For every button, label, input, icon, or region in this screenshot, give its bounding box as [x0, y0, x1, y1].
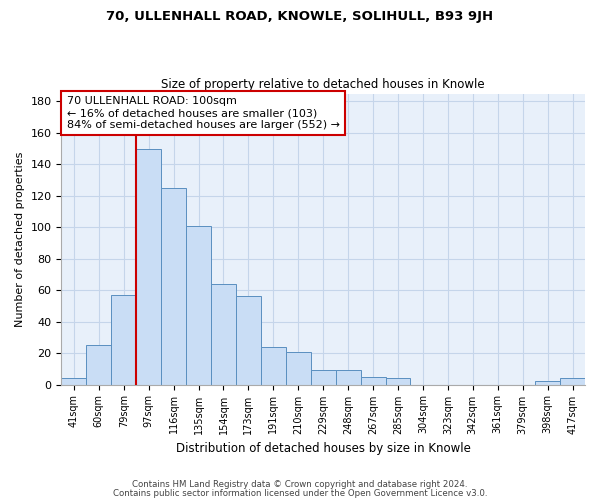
- Title: Size of property relative to detached houses in Knowle: Size of property relative to detached ho…: [161, 78, 485, 91]
- Bar: [161, 188, 186, 384]
- Text: 70, ULLENHALL ROAD, KNOWLE, SOLIHULL, B93 9JH: 70, ULLENHALL ROAD, KNOWLE, SOLIHULL, B9…: [106, 10, 494, 23]
- Text: Contains HM Land Registry data © Crown copyright and database right 2024.: Contains HM Land Registry data © Crown c…: [132, 480, 468, 489]
- Bar: [311, 370, 335, 384]
- Bar: [335, 370, 361, 384]
- Text: 70 ULLENHALL ROAD: 100sqm
← 16% of detached houses are smaller (103)
84% of semi: 70 ULLENHALL ROAD: 100sqm ← 16% of detac…: [67, 96, 340, 130]
- Bar: [286, 352, 311, 384]
- Bar: [386, 378, 410, 384]
- Bar: [86, 345, 111, 385]
- Bar: [361, 376, 386, 384]
- Bar: [236, 296, 261, 384]
- Bar: [61, 378, 86, 384]
- Bar: [535, 382, 560, 384]
- Bar: [136, 148, 161, 384]
- X-axis label: Distribution of detached houses by size in Knowle: Distribution of detached houses by size …: [176, 442, 470, 455]
- Text: Contains public sector information licensed under the Open Government Licence v3: Contains public sector information licen…: [113, 488, 487, 498]
- Bar: [560, 378, 585, 384]
- Y-axis label: Number of detached properties: Number of detached properties: [15, 152, 25, 327]
- Bar: [186, 226, 211, 384]
- Bar: [111, 295, 136, 384]
- Bar: [211, 284, 236, 384]
- Bar: [261, 347, 286, 385]
